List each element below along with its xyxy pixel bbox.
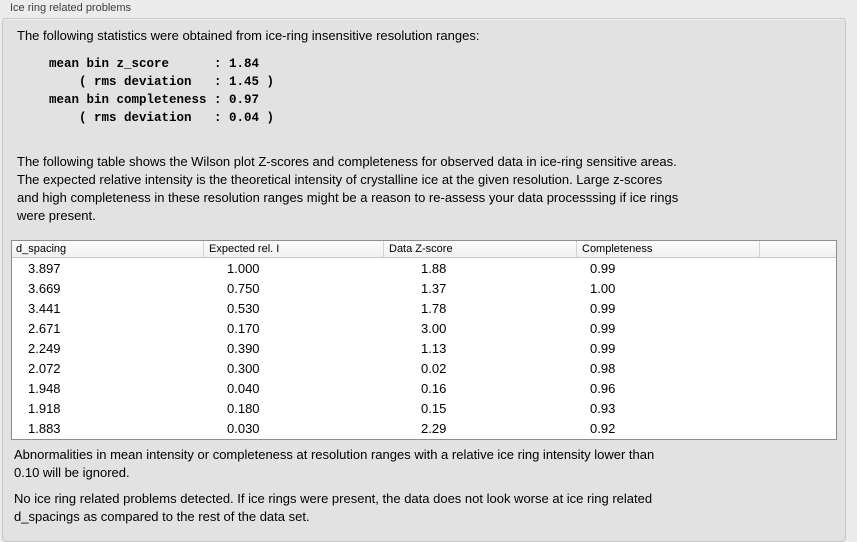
table-cell-empty	[759, 338, 836, 358]
table-cell: 1.78	[421, 300, 447, 316]
table-cell: 3.441	[28, 300, 61, 316]
table-cell: 2.072	[28, 361, 61, 377]
table-cell-empty	[759, 419, 836, 439]
table-cell: 1.883	[28, 421, 61, 437]
table-cell: 2.249	[28, 340, 61, 356]
table-cell: 1.000	[227, 260, 260, 276]
table-cell: 0.180	[227, 401, 260, 417]
table-body: 3.897 1.000 1.88 0.99 3.669 0.750 1.37 1.00 3.44…	[12, 258, 836, 439]
column-header-data-z-score[interactable]: Data Z-score	[383, 241, 576, 257]
column-header-completeness[interactable]: Completeness	[576, 241, 759, 257]
table-cell: 3.897	[28, 260, 61, 276]
table-row[interactable]: 2.249 0.390 1.13 0.99	[12, 338, 836, 358]
table-row[interactable]: 3.669 0.750 1.37 1.00	[12, 278, 836, 298]
table-row[interactable]: 2.072 0.300 0.02 0.98	[12, 359, 836, 379]
table-cell: 0.390	[227, 340, 260, 356]
table-cell: 0.040	[227, 381, 260, 397]
table-cell: 1.948	[28, 381, 61, 397]
table-cell: 0.16	[421, 381, 447, 397]
table-cell: 0.15	[421, 401, 447, 417]
table-cell: 3.669	[28, 280, 61, 296]
table-cell: 0.93	[590, 401, 616, 417]
table-cell: 3.00	[421, 320, 447, 336]
table-cell-empty	[759, 298, 836, 318]
stats-block: mean bin z_score : 1.84 ( rms deviation …	[49, 57, 275, 125]
table-cell-empty	[759, 278, 836, 298]
table-cell: 0.02	[421, 361, 447, 377]
table-cell: 2.671	[28, 320, 61, 336]
column-header-d-spacing[interactable]: d_spacing	[16, 243, 67, 255]
table-header-row: d_spacing Expected rel. I Data Z-score C…	[12, 241, 836, 258]
table-cell: 2.29	[421, 421, 447, 437]
table-row[interactable]: 3.897 1.000 1.88 0.99	[12, 258, 836, 278]
intro-text: The following statistics were obtained f…	[17, 28, 480, 43]
table-cell: 0.99	[590, 320, 616, 336]
description-text: The following table shows the Wilson plo…	[17, 154, 679, 223]
table-cell: 0.030	[227, 421, 260, 437]
table-cell: 0.92	[590, 421, 616, 437]
ice-ring-group-box: The following statistics were obtained f…	[2, 18, 846, 542]
panel-title: Ice ring related problems	[10, 2, 132, 14]
table-cell: 1.13	[421, 340, 447, 356]
table-cell: 0.300	[227, 361, 260, 377]
table-cell: 1.37	[421, 280, 447, 296]
table-cell-empty	[759, 379, 836, 399]
table-row[interactable]: 1.948 0.040 0.16 0.96	[12, 379, 836, 399]
table-cell: 0.170	[227, 320, 260, 336]
table-cell: 0.750	[227, 280, 260, 296]
table-cell: 0.96	[590, 381, 616, 397]
column-header-empty[interactable]	[759, 241, 836, 257]
table-cell-empty	[759, 318, 836, 338]
table-cell-empty	[759, 359, 836, 379]
table-row[interactable]: 3.441 0.530 1.78 0.99	[12, 298, 836, 318]
table-row[interactable]: 1.883 0.030 2.29 0.92	[12, 419, 836, 439]
table-cell: 0.98	[590, 361, 616, 377]
conclusion-text: No ice ring related problems detected. I…	[14, 491, 653, 524]
table-cell: 0.530	[227, 300, 260, 316]
ice-ring-table: d_spacing Expected rel. I Data Z-score C…	[11, 240, 837, 440]
table-cell: 0.99	[590, 300, 616, 316]
ignore-note-text: Abnormalities in mean intensity or compl…	[14, 447, 655, 480]
table-row[interactable]: 2.671 0.170 3.00 0.99	[12, 318, 836, 338]
table-cell: 0.99	[590, 260, 616, 276]
table-cell: 1.88	[421, 260, 447, 276]
table-cell-empty	[759, 399, 836, 419]
table-cell: 0.99	[590, 340, 616, 356]
table-cell: 1.918	[28, 401, 61, 417]
column-header-expected-rel-i[interactable]: Expected rel. I	[203, 241, 383, 257]
table-cell-empty	[759, 258, 836, 278]
table-cell: 1.00	[590, 280, 616, 296]
table-row[interactable]: 1.918 0.180 0.15 0.93	[12, 399, 836, 419]
